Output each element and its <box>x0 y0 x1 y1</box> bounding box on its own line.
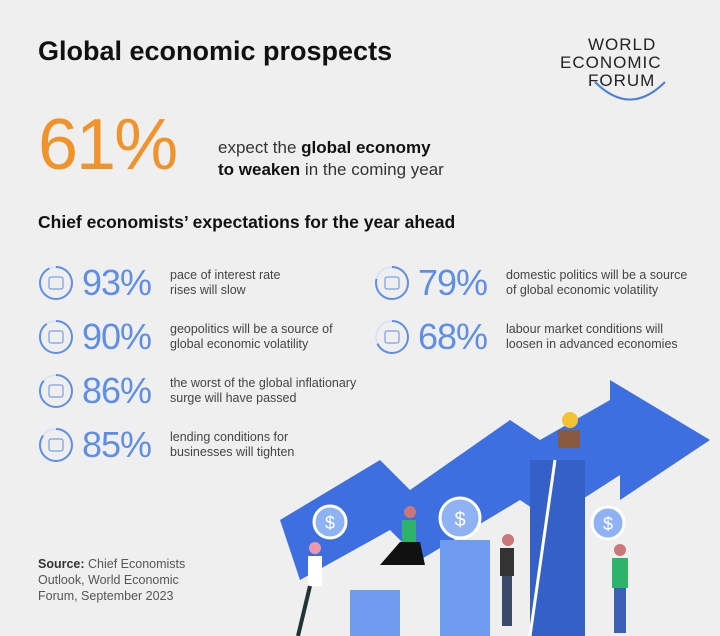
coin-icon: $ <box>590 505 626 541</box>
inflation-icon <box>39 374 73 408</box>
source-line: Forum, September 2023 <box>38 589 174 603</box>
desc-line: loosen in advanced economies <box>506 337 678 351</box>
page-title: Global economic prospects <box>38 36 393 66</box>
stat-description: domestic politics will be a source of glo… <box>506 268 687 298</box>
svg-text:$: $ <box>603 514 613 534</box>
person-figure <box>380 506 425 565</box>
logo-arc-icon <box>594 81 666 101</box>
desc-line: labour market conditions will <box>506 322 664 336</box>
source-label: Source: <box>38 557 85 571</box>
person-figure <box>296 542 322 636</box>
bar <box>530 460 585 636</box>
section-subtitle: Chief economists’ expectations for the y… <box>38 212 456 232</box>
progress-ring <box>375 266 409 300</box>
progress-ring <box>39 374 73 408</box>
svg-text:$: $ <box>454 509 465 531</box>
desc-line: global economic volatility <box>170 337 309 351</box>
headline-text: expect the global economy to weaken in t… <box>218 137 444 181</box>
stat-item: 90% geopolitics will be a source of globa… <box>38 316 333 358</box>
desc-line: domestic politics will be a source <box>506 268 688 282</box>
globe-icon <box>39 320 73 354</box>
bar <box>440 540 490 636</box>
headline-pre: expect the <box>218 138 302 157</box>
person-figure <box>500 534 514 626</box>
desc-line: lending conditions for <box>170 430 289 444</box>
bar <box>350 590 400 636</box>
desc-line: surge will have passed <box>170 391 297 405</box>
chart-icon <box>39 266 73 300</box>
stat-percent: 93% <box>82 262 152 303</box>
worker-icon <box>375 320 409 354</box>
source-note: Source: Chief Economists Outlook, World … <box>38 556 185 604</box>
stat-description: labour market conditions will loosen in a… <box>506 322 678 352</box>
stat-item: 86% the worst of the global inflationary… <box>38 370 356 412</box>
person-figure <box>612 544 628 633</box>
growth-illustration: $ $ $ <box>280 380 710 636</box>
desc-line: geopolitics will be a source of <box>170 322 333 336</box>
source-line: Outlook, World Economic <box>38 573 179 587</box>
progress-ring <box>375 320 409 354</box>
arrow-shape <box>280 380 710 580</box>
source-line: Chief Economists <box>84 557 186 571</box>
progress-ring <box>39 266 73 300</box>
compress-icon <box>39 428 73 462</box>
coin-icon: $ <box>312 504 348 540</box>
svg-text:$: $ <box>325 513 335 533</box>
logo-line: ECONOMIC <box>560 53 662 72</box>
headline-bold1: global economy <box>301 138 431 157</box>
stat-percent: 90% <box>82 316 152 357</box>
stat-description: geopolitics will be a source of global ec… <box>170 322 333 352</box>
stat-item: 68% labour market conditions will loosen … <box>374 316 678 358</box>
stat-percent: 85% <box>82 424 152 465</box>
desc-line: the worst of the global inflationary <box>170 376 357 390</box>
stat-description: lending conditions for businesses will ti… <box>170 430 294 460</box>
progress-ring <box>39 428 73 462</box>
stat-percent: 86% <box>82 370 152 411</box>
stat-percent: 68% <box>418 316 488 357</box>
headline-post: in the coming year <box>300 160 444 179</box>
stat-item: 79% domestic politics will be a source of… <box>374 262 687 304</box>
ballot-icon <box>375 266 409 300</box>
logo-line: WORLD <box>588 35 657 54</box>
headline-percent: 61% <box>38 105 178 185</box>
headline-bold2: to weaken <box>218 160 301 179</box>
stat-item: 85% lending conditions for businesses wil… <box>38 424 294 466</box>
coin-icon: $ <box>438 496 482 540</box>
logo-line: FORUM <box>588 71 656 90</box>
stat-description: the worst of the global inflationary surg… <box>170 376 356 406</box>
person-figure <box>558 412 580 448</box>
stat-description: pace of interest rate rises will slow <box>170 268 280 298</box>
progress-ring <box>39 320 73 354</box>
stat-percent: 79% <box>418 262 488 303</box>
desc-line: rises will slow <box>170 283 246 297</box>
stat-item: 93% pace of interest rate rises will slow <box>38 262 280 304</box>
desc-line: of global economic volatility <box>506 283 659 297</box>
desc-line: pace of interest rate <box>170 268 281 282</box>
desc-line: businesses will tighten <box>170 445 295 459</box>
wef-logo: WORLD ECONOMIC FORUM <box>560 36 662 90</box>
